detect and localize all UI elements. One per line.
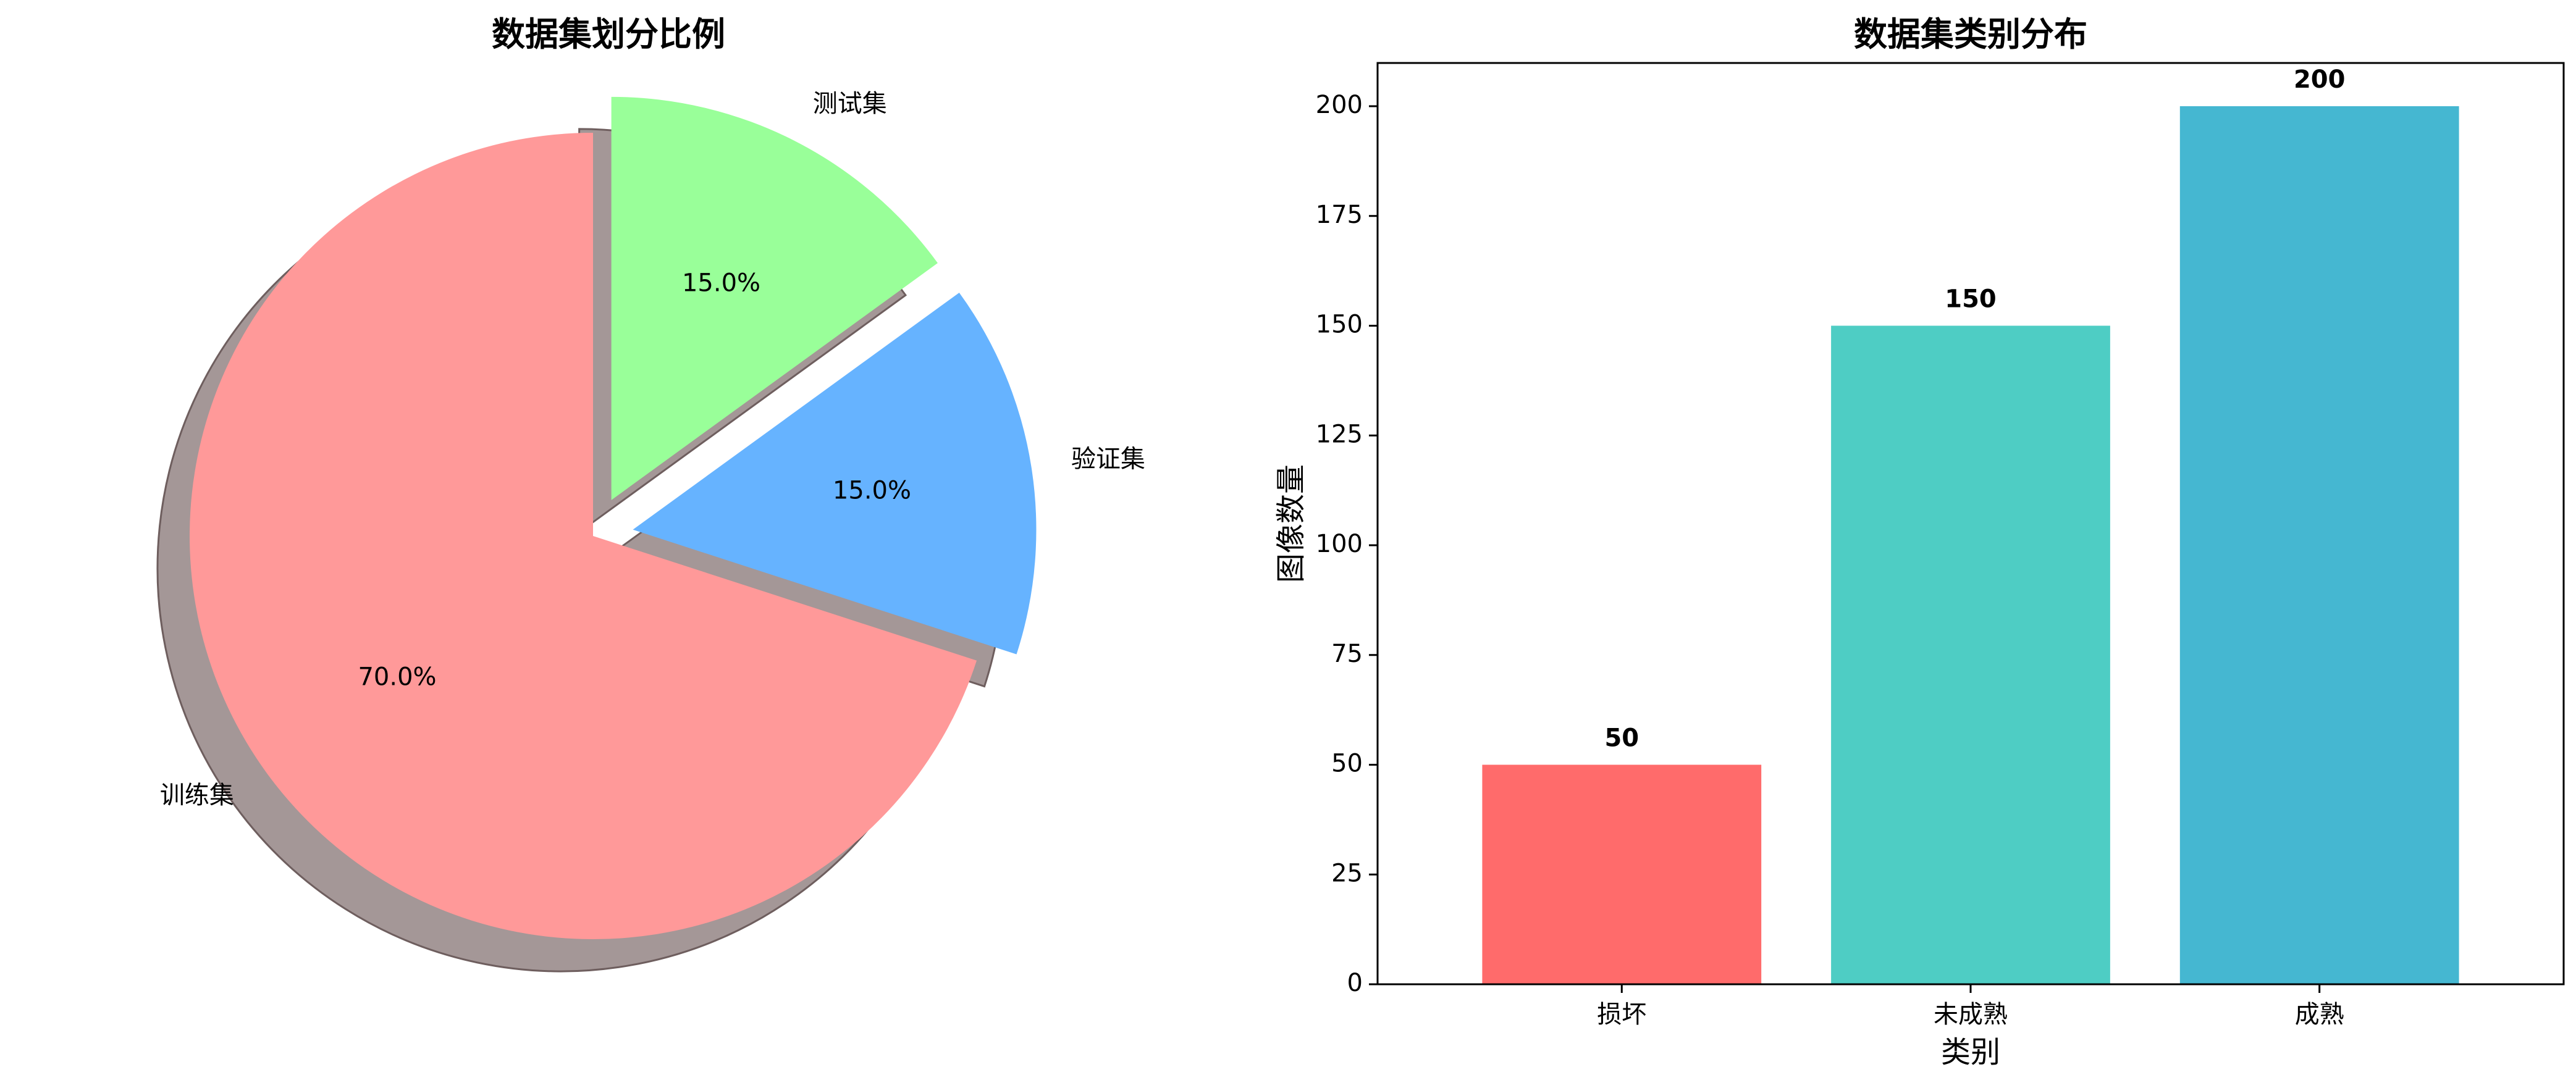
pie-slice-test-set	[611, 96, 938, 500]
y-tick-label: 100	[1316, 530, 1363, 558]
bar-ripe	[2179, 106, 2459, 984]
x-tick-label-ripe: 成熟	[2295, 1000, 2344, 1029]
bar-chart-title: 数据集类别分布	[1854, 15, 2087, 54]
bars	[1482, 106, 2459, 984]
bar-unripe	[1831, 325, 2110, 984]
pie-slice-training-set	[190, 133, 977, 939]
bar-damaged	[1482, 764, 1762, 984]
y-tick-label: 175	[1316, 201, 1363, 229]
x-axis-ticks: 损坏 未成熟 成熟	[1597, 984, 2344, 1029]
bar-value-label-damaged: 50	[1604, 724, 1639, 753]
y-tick-label: 200	[1316, 91, 1363, 119]
pie-slices	[190, 96, 1037, 939]
pie-label-training-set: 训练集	[160, 781, 234, 810]
bar-value-label-unripe: 150	[1945, 285, 1997, 314]
pie-percent-training-set: 70.0%	[358, 663, 436, 691]
pie-label-validation-set: 验证集	[1071, 445, 1145, 473]
bar-value-label-ripe: 200	[2294, 65, 2346, 94]
pie-label-test-set: 测试集	[813, 90, 887, 118]
pie-labels: 训练集 70.0% 验证集 15.0% 测试集 15.0%	[160, 90, 1145, 810]
y-tick-label: 125	[1316, 420, 1363, 448]
y-tick-label: 50	[1331, 750, 1363, 778]
x-tick-label-damaged: 损坏	[1597, 1000, 1646, 1029]
x-tick-label-unripe: 未成熟	[1934, 1000, 2008, 1029]
y-tick-label: 150	[1316, 311, 1363, 339]
pie-slice-validation-set	[633, 292, 1037, 655]
y-tick-label: 25	[1331, 859, 1363, 887]
y-axis-ticks: 0 25 50 75 100 125 150 175 200	[1316, 91, 1378, 997]
pie-percent-test-set: 15.0%	[682, 269, 760, 298]
y-axis-label: 图像数量	[1274, 464, 1308, 583]
bar-chart: 数据集类别分布 0 25 50 75 100 125 150 175 200 损坏 未成熟 成熟 5…	[1274, 15, 2565, 1069]
y-tick-label: 75	[1331, 640, 1363, 668]
x-axis-label: 类别	[1941, 1035, 2000, 1069]
pie-chart: 数据集划分比例 训练集 70.0% 验证集 15.0% 测试集 15.0%	[156, 15, 1145, 973]
plot-frame	[1376, 62, 2565, 985]
pie-percent-validation-set: 15.0%	[833, 476, 911, 504]
pie-chart-title: 数据集划分比例	[492, 15, 725, 54]
bar-value-labels: 50 150 200	[1604, 65, 2345, 753]
y-tick-label: 0	[1347, 969, 1363, 997]
